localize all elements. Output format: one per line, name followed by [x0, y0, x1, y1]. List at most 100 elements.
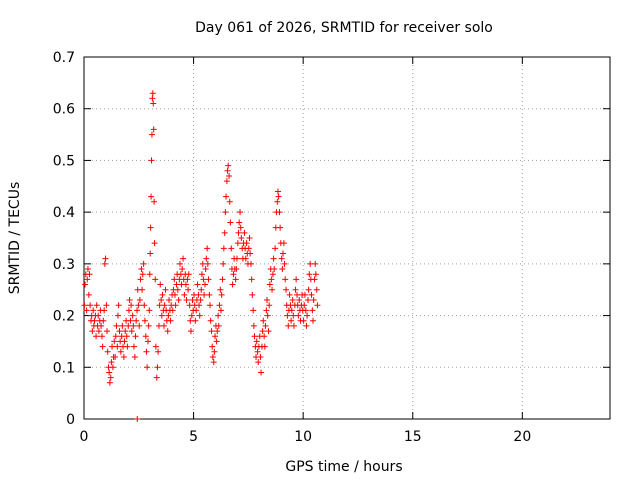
data-point: [301, 291, 308, 298]
data-point: [263, 307, 270, 314]
data-point: [171, 276, 178, 283]
data-point: [238, 235, 245, 241]
y-tick-label: 0.3: [53, 257, 75, 273]
data-point: [278, 255, 285, 262]
data-point: [93, 302, 100, 309]
data-point: [172, 302, 179, 309]
data-point: [310, 317, 317, 324]
data-point: [201, 291, 208, 298]
data-point: [270, 255, 277, 262]
data-point: [265, 328, 272, 335]
data-point: [176, 260, 183, 267]
data-point: [146, 307, 153, 314]
data-point: [167, 317, 174, 324]
data-point: [223, 178, 230, 185]
data-point: [175, 297, 182, 304]
data-point: [107, 374, 114, 381]
data-point: [276, 209, 283, 216]
data-point: [100, 317, 107, 324]
data-point: [313, 286, 320, 293]
data-point: [149, 90, 156, 97]
grid-lines: [84, 57, 610, 419]
data-point: [198, 286, 205, 293]
data-point: [121, 338, 128, 345]
data-point: [257, 353, 264, 360]
data-point: [193, 307, 200, 314]
data-point: [148, 131, 155, 138]
y-tick-label: 0.5: [53, 153, 75, 169]
x-tick-label: 5: [189, 429, 198, 445]
data-point: [101, 307, 108, 314]
data-point: [113, 322, 120, 329]
data-point: [248, 276, 255, 283]
data-point: [280, 250, 287, 257]
data-point: [89, 328, 96, 335]
data-point: [104, 348, 111, 355]
data-point: [285, 322, 292, 329]
data-point: [309, 307, 316, 314]
data-point: [155, 322, 162, 329]
data-point: [169, 307, 176, 314]
y-tick-label: 0.7: [53, 50, 75, 66]
data-point: [269, 286, 276, 293]
data-point: [195, 291, 202, 298]
data-point: [236, 219, 243, 226]
data-point: [149, 95, 156, 102]
data-point: [112, 333, 119, 340]
data-point: [247, 250, 254, 257]
data-point: [266, 302, 273, 309]
data-point: [160, 322, 167, 329]
data-point: [302, 307, 309, 314]
data-point: [197, 297, 204, 304]
data-point: [141, 302, 148, 309]
data-point: [185, 286, 192, 293]
data-point: [155, 348, 162, 355]
data-point: [139, 271, 146, 278]
data-point: [203, 255, 210, 262]
data-point: [301, 302, 308, 309]
y-tick-label: 0.1: [53, 360, 75, 376]
data-point: [304, 312, 311, 319]
data-point: [308, 291, 315, 298]
data-point: [251, 333, 258, 340]
data-point: [198, 271, 205, 278]
y-tick-label: 0.4: [53, 205, 75, 221]
data-point: [215, 322, 222, 329]
data-point: [296, 297, 303, 304]
data-point: [289, 297, 296, 304]
data-point: [130, 343, 137, 350]
data-point: [271, 266, 278, 273]
data-point: [275, 193, 282, 200]
data-point: [123, 333, 130, 340]
data-point: [152, 276, 159, 283]
data-point: [258, 369, 265, 376]
data-point: [215, 312, 222, 319]
data-point: [162, 286, 169, 293]
data-point: [84, 276, 91, 283]
data-point: [241, 229, 248, 236]
data-point: [243, 240, 250, 247]
data-point: [207, 302, 214, 309]
y-tick-label: 0.2: [53, 309, 75, 325]
data-point: [192, 317, 199, 324]
data-point: [283, 286, 290, 293]
data-point: [95, 328, 102, 335]
data-point: [128, 328, 135, 335]
data-point: [109, 343, 116, 350]
data-point: [112, 353, 119, 360]
data-point: [305, 286, 312, 293]
data-point: [254, 348, 261, 355]
data-point: [150, 126, 157, 133]
data-point: [202, 266, 209, 273]
data-point: [102, 255, 109, 262]
data-point: [141, 317, 148, 324]
data-point: [114, 343, 121, 350]
data-point: [144, 338, 151, 345]
data-point: [158, 297, 165, 304]
data-point: [130, 322, 137, 329]
data-point: [274, 188, 281, 195]
data-point: [220, 245, 227, 252]
data-point: [183, 297, 190, 304]
data-point: [255, 359, 262, 366]
